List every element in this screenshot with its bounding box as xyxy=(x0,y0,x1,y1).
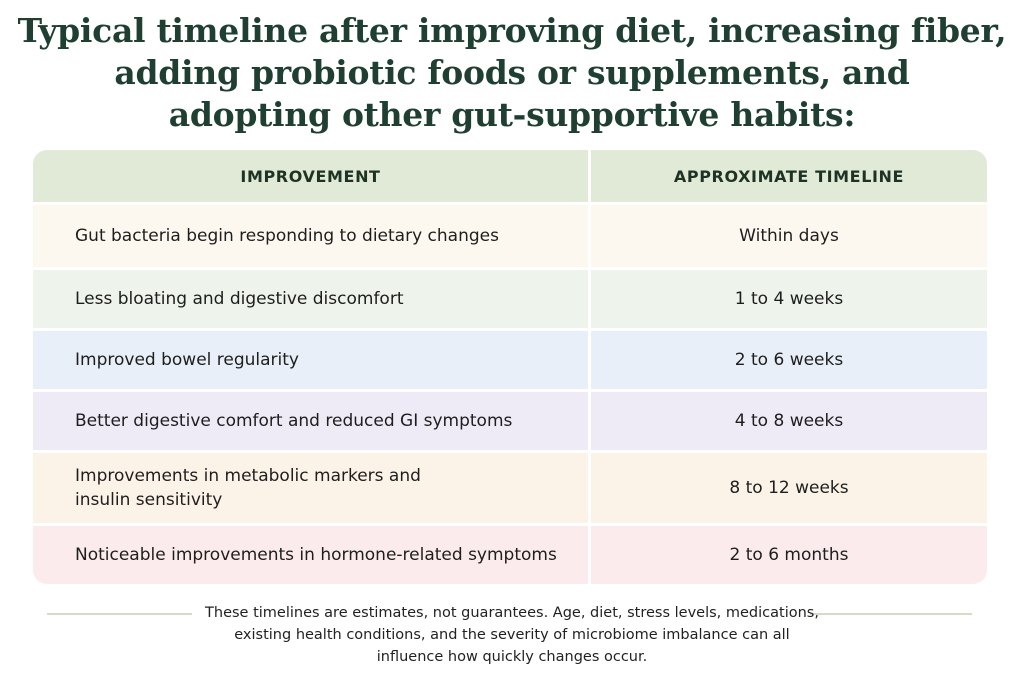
table-row: Gut bacteria begin responding to dietary… xyxy=(33,205,987,267)
column-divider xyxy=(588,392,591,450)
timeline-cell: 4 to 8 weeks xyxy=(734,411,844,431)
improvement-cell: Improvements in metabolic markers and in… xyxy=(33,453,588,523)
disclaimer-note: These timelines are estimates, not guara… xyxy=(0,602,1024,668)
footer-rule-right xyxy=(810,613,972,615)
table-row: Noticeable improvements in hormone-relat… xyxy=(33,526,987,584)
timeline-cell: 1 to 4 weeks xyxy=(734,289,844,309)
column-divider xyxy=(588,526,591,584)
title-line: adding probiotic foods or supplements, a… xyxy=(114,53,910,92)
column-divider xyxy=(588,150,591,202)
improvement-cell: Better digestive comfort and reduced GI … xyxy=(75,411,513,431)
timeline-cell: 2 to 6 weeks xyxy=(734,350,844,370)
timeline-cell: 2 to 6 months xyxy=(729,545,849,565)
column-divider xyxy=(588,331,591,389)
column-divider xyxy=(588,270,591,328)
column-header-improvement: IMPROVEMENT xyxy=(240,166,381,186)
timeline-cell: Within days xyxy=(739,226,839,246)
table-row: Less bloating and digestive discomfort 1… xyxy=(33,270,987,328)
table-row: Improvements in metabolic markers and in… xyxy=(33,453,987,523)
improvement-cell: Noticeable improvements in hormone-relat… xyxy=(75,545,557,565)
page-title: Typical timeline after improving diet, i… xyxy=(0,10,1024,136)
disclaimer-line: influence how quickly changes occur. xyxy=(376,649,648,665)
timeline-cell: 8 to 12 weeks xyxy=(729,478,849,498)
disclaimer-line: existing health conditions, and the seve… xyxy=(234,627,790,643)
column-divider xyxy=(588,205,591,267)
title-line: Typical timeline after improving diet, i… xyxy=(17,11,1007,50)
column-header-timeline: APPROXIMATE TIMELINE xyxy=(673,166,905,186)
timeline-table: IMPROVEMENT APPROXIMATE TIMELINE Gut bac… xyxy=(33,150,987,584)
improvement-cell: Gut bacteria begin responding to dietary… xyxy=(75,226,499,246)
improvement-cell: Improved bowel regularity xyxy=(75,350,299,370)
column-divider xyxy=(588,453,591,523)
table-header-row: IMPROVEMENT APPROXIMATE TIMELINE xyxy=(33,150,987,202)
table-row: Better digestive comfort and reduced GI … xyxy=(33,392,987,450)
disclaimer-line: These timelines are estimates, not guara… xyxy=(205,605,819,621)
improvement-line: insulin sensitivity xyxy=(75,490,223,510)
title-line: adopting other gut-supportive habits: xyxy=(168,95,856,134)
table-row: Improved bowel regularity 2 to 6 weeks xyxy=(33,331,987,389)
footer-rule-left xyxy=(47,613,192,615)
improvement-line: Improvements in metabolic markers and xyxy=(75,466,421,486)
improvement-cell: Less bloating and digestive discomfort xyxy=(75,289,404,309)
